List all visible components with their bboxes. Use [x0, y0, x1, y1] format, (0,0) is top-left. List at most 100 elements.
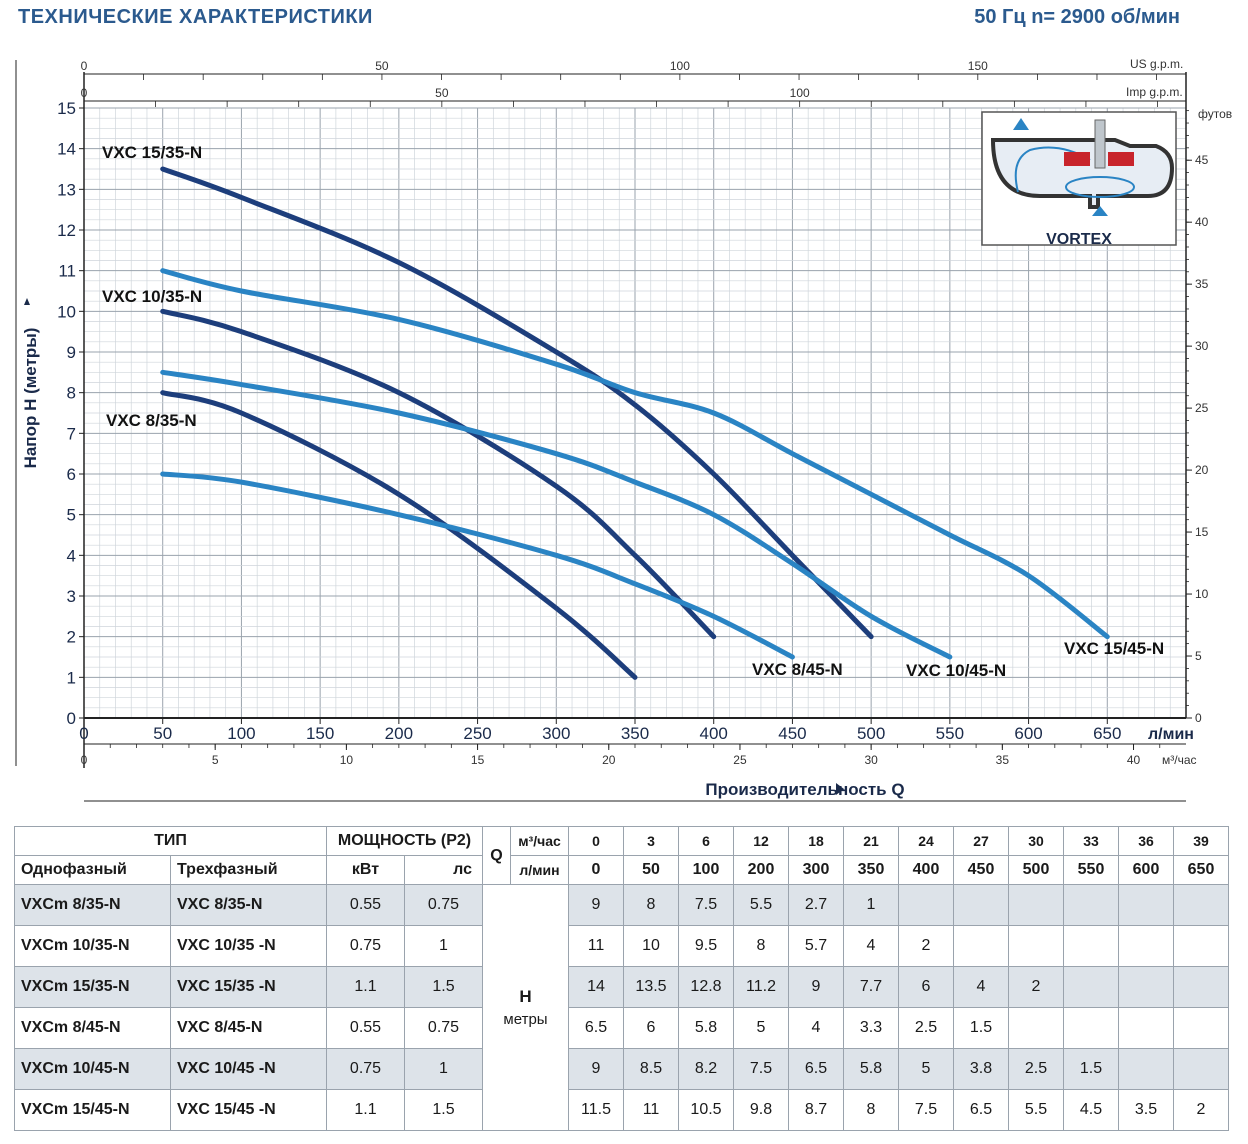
header-power: МОЩНОСТЬ (P2): [326, 826, 483, 856]
head-value-cell: [953, 884, 1009, 926]
table-row: VXCm 10/45-N VXC 10/45 -N 0.75 1 9 8.5 8.2 7.5 6…: [14, 1048, 1229, 1090]
us-gpm-unit-label: US g.p.m.: [1130, 57, 1183, 71]
y-tick-label: 9: [67, 343, 76, 362]
m3h-tick-label: 30: [864, 753, 878, 767]
head-value-cell: 1: [843, 884, 899, 926]
head-value-cell: [1008, 1007, 1064, 1049]
head-value-cell: 1.5: [1063, 1048, 1119, 1090]
head-value-cell: [1118, 925, 1174, 967]
feet-tick-label: 25: [1195, 401, 1209, 415]
x-tick-label: 400: [700, 724, 728, 743]
curve-vxc-10-45-n: [160, 369, 953, 660]
feet-tick-label: 35: [1195, 277, 1209, 291]
lmin-cell: 300: [788, 855, 844, 885]
power-hp: 0.75: [404, 1007, 483, 1049]
lmin-cell: 100: [678, 855, 734, 885]
header-type: ТИП: [14, 826, 327, 856]
m3h-cell: 0: [568, 826, 624, 856]
y-tick-label: 7: [67, 424, 76, 443]
y-tick-label: 15: [57, 99, 76, 118]
curve-label: VXC 8/45-N: [752, 660, 843, 679]
head-value-cell: 6: [623, 1007, 679, 1049]
m3h-cell: 24: [898, 826, 954, 856]
head-value-cell: 6: [898, 966, 954, 1008]
lmin-cell: 500: [1008, 855, 1064, 885]
feet-tick-label: 5: [1195, 649, 1202, 663]
x-tick-label: 150: [306, 724, 334, 743]
m3h-tick-label: 35: [996, 753, 1010, 767]
lmin-cell: 400: [898, 855, 954, 885]
table-header-row-2: Однофазный Трехфазный кВт лс л/мин 0 50 …: [14, 855, 1229, 885]
head-value-cell: 11.5: [568, 1089, 624, 1131]
model-three-phase: VXC 15/45 -N: [170, 1089, 327, 1131]
head-value-cell: [1118, 884, 1174, 926]
y-tick-label: 1: [67, 668, 76, 687]
feet-tick-label: 45: [1195, 153, 1209, 167]
head-value-cell: 9: [788, 966, 844, 1008]
head-value-cell: [1173, 884, 1229, 926]
x-tick-label: 550: [936, 724, 964, 743]
vortex-label: VORTEX: [1046, 231, 1112, 248]
m3h-unit-label: м³/час: [1162, 753, 1197, 767]
head-value-cell: 9: [568, 884, 624, 926]
y-tick-label: 8: [67, 384, 76, 403]
head-value-cell: [1118, 1048, 1174, 1090]
y-tick-label: 2: [67, 628, 76, 647]
head-value-cell: 6.5: [788, 1048, 844, 1090]
x-tick-label: 250: [463, 724, 491, 743]
m3h-tick-label: 40: [1127, 753, 1141, 767]
feet-tick-label: 0: [1195, 711, 1202, 725]
head-value-cell: 8.7: [788, 1089, 844, 1131]
head-value-cell: 2: [1008, 966, 1064, 1008]
head-label-h: H: [519, 987, 532, 1006]
head-value-cell: 3.3: [843, 1007, 899, 1049]
model-three-phase: VXC 8/45-N: [170, 1007, 327, 1049]
y-tick-label: 10: [57, 302, 76, 321]
x-tick-label: 600: [1014, 724, 1042, 743]
feet-unit-label: футов: [1198, 107, 1232, 121]
model-single-phase: VXCm 8/45-N: [14, 1007, 171, 1049]
m3h-tick-label: 15: [471, 753, 485, 767]
head-value-cell: 11: [568, 925, 624, 967]
power-kw: 0.75: [326, 925, 405, 967]
head-value-cell: 8: [623, 884, 679, 926]
x-tick-label: 450: [778, 724, 806, 743]
lmin-cell: 600: [1118, 855, 1174, 885]
impeller-blade-left-icon: [1064, 152, 1090, 166]
spec-table: ТИП МОЩНОСТЬ (P2) Q м³/час 0 3 6 12 18 2…: [14, 826, 1229, 1131]
m3h-cell: 6: [678, 826, 734, 856]
feet-tick-label: 40: [1195, 215, 1209, 229]
inlet-arrow-icon: [1092, 206, 1108, 216]
head-value-cell: 2: [1173, 1089, 1229, 1131]
head-value-cell: 5.8: [678, 1007, 734, 1049]
m3h-tick-label: 5: [212, 753, 219, 767]
head-value-cell: [1173, 1007, 1229, 1049]
head-value-cell: 11.2: [733, 966, 789, 1008]
head-value-cell: 5: [733, 1007, 789, 1049]
feet-tick-label: 15: [1195, 525, 1209, 539]
vortex-inset: VORTEX: [981, 111, 1177, 248]
header-single-phase: Однофазный: [14, 855, 171, 885]
header-kw: кВт: [326, 855, 405, 885]
m3h-cell: 18: [788, 826, 844, 856]
head-value-cell: 5.8: [843, 1048, 899, 1090]
head-value-cell: [1173, 966, 1229, 1008]
head-value-cell: 8: [843, 1089, 899, 1131]
m3h-cell: 3: [623, 826, 679, 856]
lmin-cell: 350: [843, 855, 899, 885]
curve-vxc-8-35-n: [160, 390, 638, 680]
us-gpm-tick-label: 0: [81, 59, 88, 73]
head-value-cell: 9.8: [733, 1089, 789, 1131]
frequency-label: 50 Гц n= 2900 об/мин: [974, 6, 1180, 28]
power-hp: 1.5: [404, 1089, 483, 1131]
head-value-cell: 10: [623, 925, 679, 967]
m3h-tick-label: 20: [602, 753, 616, 767]
curve-label: VXC 10/45-N: [906, 661, 1006, 680]
head-value-cell: 2.5: [1008, 1048, 1064, 1090]
x-axis-title: Производительность Q: [705, 780, 904, 799]
header-lmin: л/мин: [510, 855, 569, 885]
page-title: ТЕХНИЧЕСКИЕ ХАРАКТЕРИСТИКИ: [18, 6, 373, 28]
